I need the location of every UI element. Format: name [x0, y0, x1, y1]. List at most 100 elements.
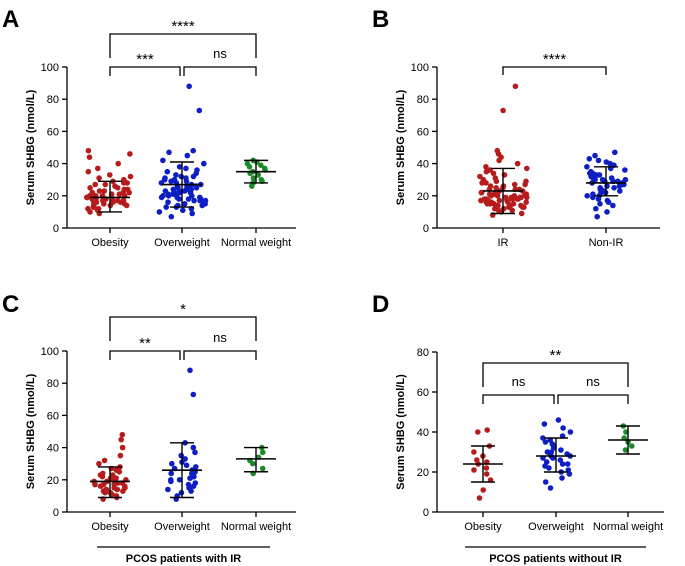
- data-point-a-2-4: [250, 175, 257, 181]
- data-point-a-1-57: [164, 168, 171, 175]
- data-point-b-1-49: [595, 157, 602, 164]
- data-point-c-1-25: [182, 456, 188, 462]
- data-point-a-1-2: [156, 209, 163, 215]
- data-point-d-1-20: [558, 447, 564, 453]
- data-point-d-0-12: [475, 429, 481, 435]
- data-point-a-0-47: [102, 181, 109, 188]
- y-axis-label-d: Serum SHBG (nmol/L): [395, 374, 407, 490]
- data-point-b-0-10: [518, 202, 524, 209]
- data-point-a-1-52: [162, 175, 168, 181]
- sig-label-a-0: ***: [136, 51, 154, 68]
- x-tick-label-c-2: Normal weight: [221, 521, 291, 533]
- data-point-c-0-38: [118, 436, 124, 443]
- data-point-c-0-8: [103, 486, 110, 493]
- sig-label-c-2: *: [180, 301, 186, 318]
- data-point-b-0-55: [487, 183, 494, 189]
- data-point-d-0-10: [471, 449, 477, 455]
- y-axis-label-c: Serum SHBG (nmol/L): [25, 373, 37, 489]
- data-point-b-1-34: [608, 175, 615, 181]
- data-point-d-2-1: [629, 443, 635, 449]
- data-point-a-0-57: [95, 165, 101, 172]
- data-point-a-0-52: [121, 176, 127, 183]
- y-tick-label-b-20: 20: [417, 191, 429, 203]
- data-point-b-0-42: [486, 191, 493, 197]
- x-tick-label-a-0: Obesity: [91, 237, 129, 249]
- data-point-a-1-65: [190, 147, 196, 154]
- data-point-c-1-30: [190, 391, 197, 398]
- data-point-a-0-40: [96, 188, 103, 194]
- data-point-b-1-2: [593, 205, 599, 212]
- data-point-b-0-76: [500, 107, 506, 114]
- data-point-b-0-57: [511, 181, 518, 188]
- data-point-d-0-13: [484, 427, 491, 433]
- data-point-a-0-56: [85, 168, 92, 175]
- data-point-a-1-59: [183, 165, 189, 172]
- x-tick-label-b-1: Non-IR: [589, 237, 624, 249]
- data-point-a-0-59: [86, 154, 93, 160]
- panel-letter-b: B: [372, 6, 389, 33]
- data-point-b-1-45: [584, 164, 590, 170]
- sig-label-c-0: **: [139, 335, 151, 352]
- data-point-b-1-42: [588, 168, 594, 175]
- data-point-b-1-39: [596, 172, 603, 178]
- data-point-b-0-13: [510, 201, 517, 207]
- data-point-a-1-51: [183, 175, 189, 181]
- x-tick-label-d-1: Overweight: [528, 521, 584, 533]
- y-tick-label-c-100: 100: [41, 346, 59, 358]
- data-point-a-0-60: [127, 151, 133, 157]
- data-point-c-1-7: [185, 481, 192, 488]
- y-tick-label-c-0: 0: [53, 507, 59, 519]
- data-point-b-1-0: [594, 213, 600, 220]
- data-point-a-1-0: [168, 213, 175, 220]
- data-point-c-1-28: [190, 444, 197, 451]
- data-point-b-0-64: [477, 173, 483, 180]
- bracket-c-1: [183, 350, 257, 360]
- data-point-d-1-29: [560, 425, 566, 431]
- data-point-d-1-10: [543, 459, 550, 465]
- data-point-d-0-5: [483, 465, 490, 471]
- y-tick-label-d-40: 40: [417, 427, 429, 439]
- data-point-b-1-48: [603, 159, 610, 165]
- y-tick-label-b-80: 80: [417, 94, 429, 106]
- data-point-a-1-63: [184, 152, 191, 159]
- data-point-a-1-15: [202, 197, 209, 204]
- data-point-b-1-52: [612, 149, 618, 156]
- sig-label-d-1: ns: [586, 374, 600, 389]
- panel-d: D 0 20 40 60 80 Serum SHBG (nmol/L) Obesity Over…: [372, 291, 664, 565]
- data-point-b-1-1: [604, 209, 610, 215]
- data-point-a-1-6: [163, 204, 169, 210]
- data-point-a-2-3: [258, 176, 265, 183]
- data-point-b-1-4: [597, 201, 603, 207]
- data-point-a-2-9: [261, 165, 268, 172]
- data-point-d-1-26: [540, 435, 546, 441]
- data-point-a-0-61: [85, 147, 92, 154]
- data-point-c-0-29: [99, 470, 106, 477]
- data-point-c-0-37: [119, 444, 126, 451]
- data-point-b-0-35: [511, 193, 518, 199]
- data-point-c-0-34: [96, 460, 102, 467]
- data-point-d-1-31: [555, 417, 562, 423]
- data-point-c-1-8: [192, 480, 199, 486]
- data-point-d-1-0: [547, 485, 554, 491]
- data-point-c-1-11: [176, 477, 183, 483]
- y-tick-label-c-60: 60: [47, 410, 59, 422]
- y-tick-label-b-100: 100: [411, 62, 429, 74]
- data-point-d-0-8: [474, 457, 480, 463]
- bracket-d-2: [482, 362, 629, 387]
- sig-label-a-2: ****: [171, 18, 195, 35]
- data-point-b-0-60: [523, 178, 529, 185]
- bracket-c-2: [109, 316, 257, 341]
- data-point-c-1-22: [183, 462, 190, 469]
- data-point-b-1-10: [584, 193, 590, 199]
- data-point-a-1-31: [162, 188, 169, 194]
- data-point-a-1-14: [191, 197, 197, 204]
- data-point-a-2-11: [258, 162, 264, 168]
- panel-letter-d: D: [372, 291, 389, 318]
- data-point-a-1-66: [196, 107, 203, 114]
- data-point-b-0-77: [512, 83, 519, 90]
- data-point-a-1-19: [197, 194, 203, 201]
- bracket-b-0: [502, 66, 607, 75]
- data-point-c-1-23: [169, 460, 175, 467]
- data-point-b-1-32: [599, 176, 606, 183]
- data-point-a-0-3: [95, 205, 102, 212]
